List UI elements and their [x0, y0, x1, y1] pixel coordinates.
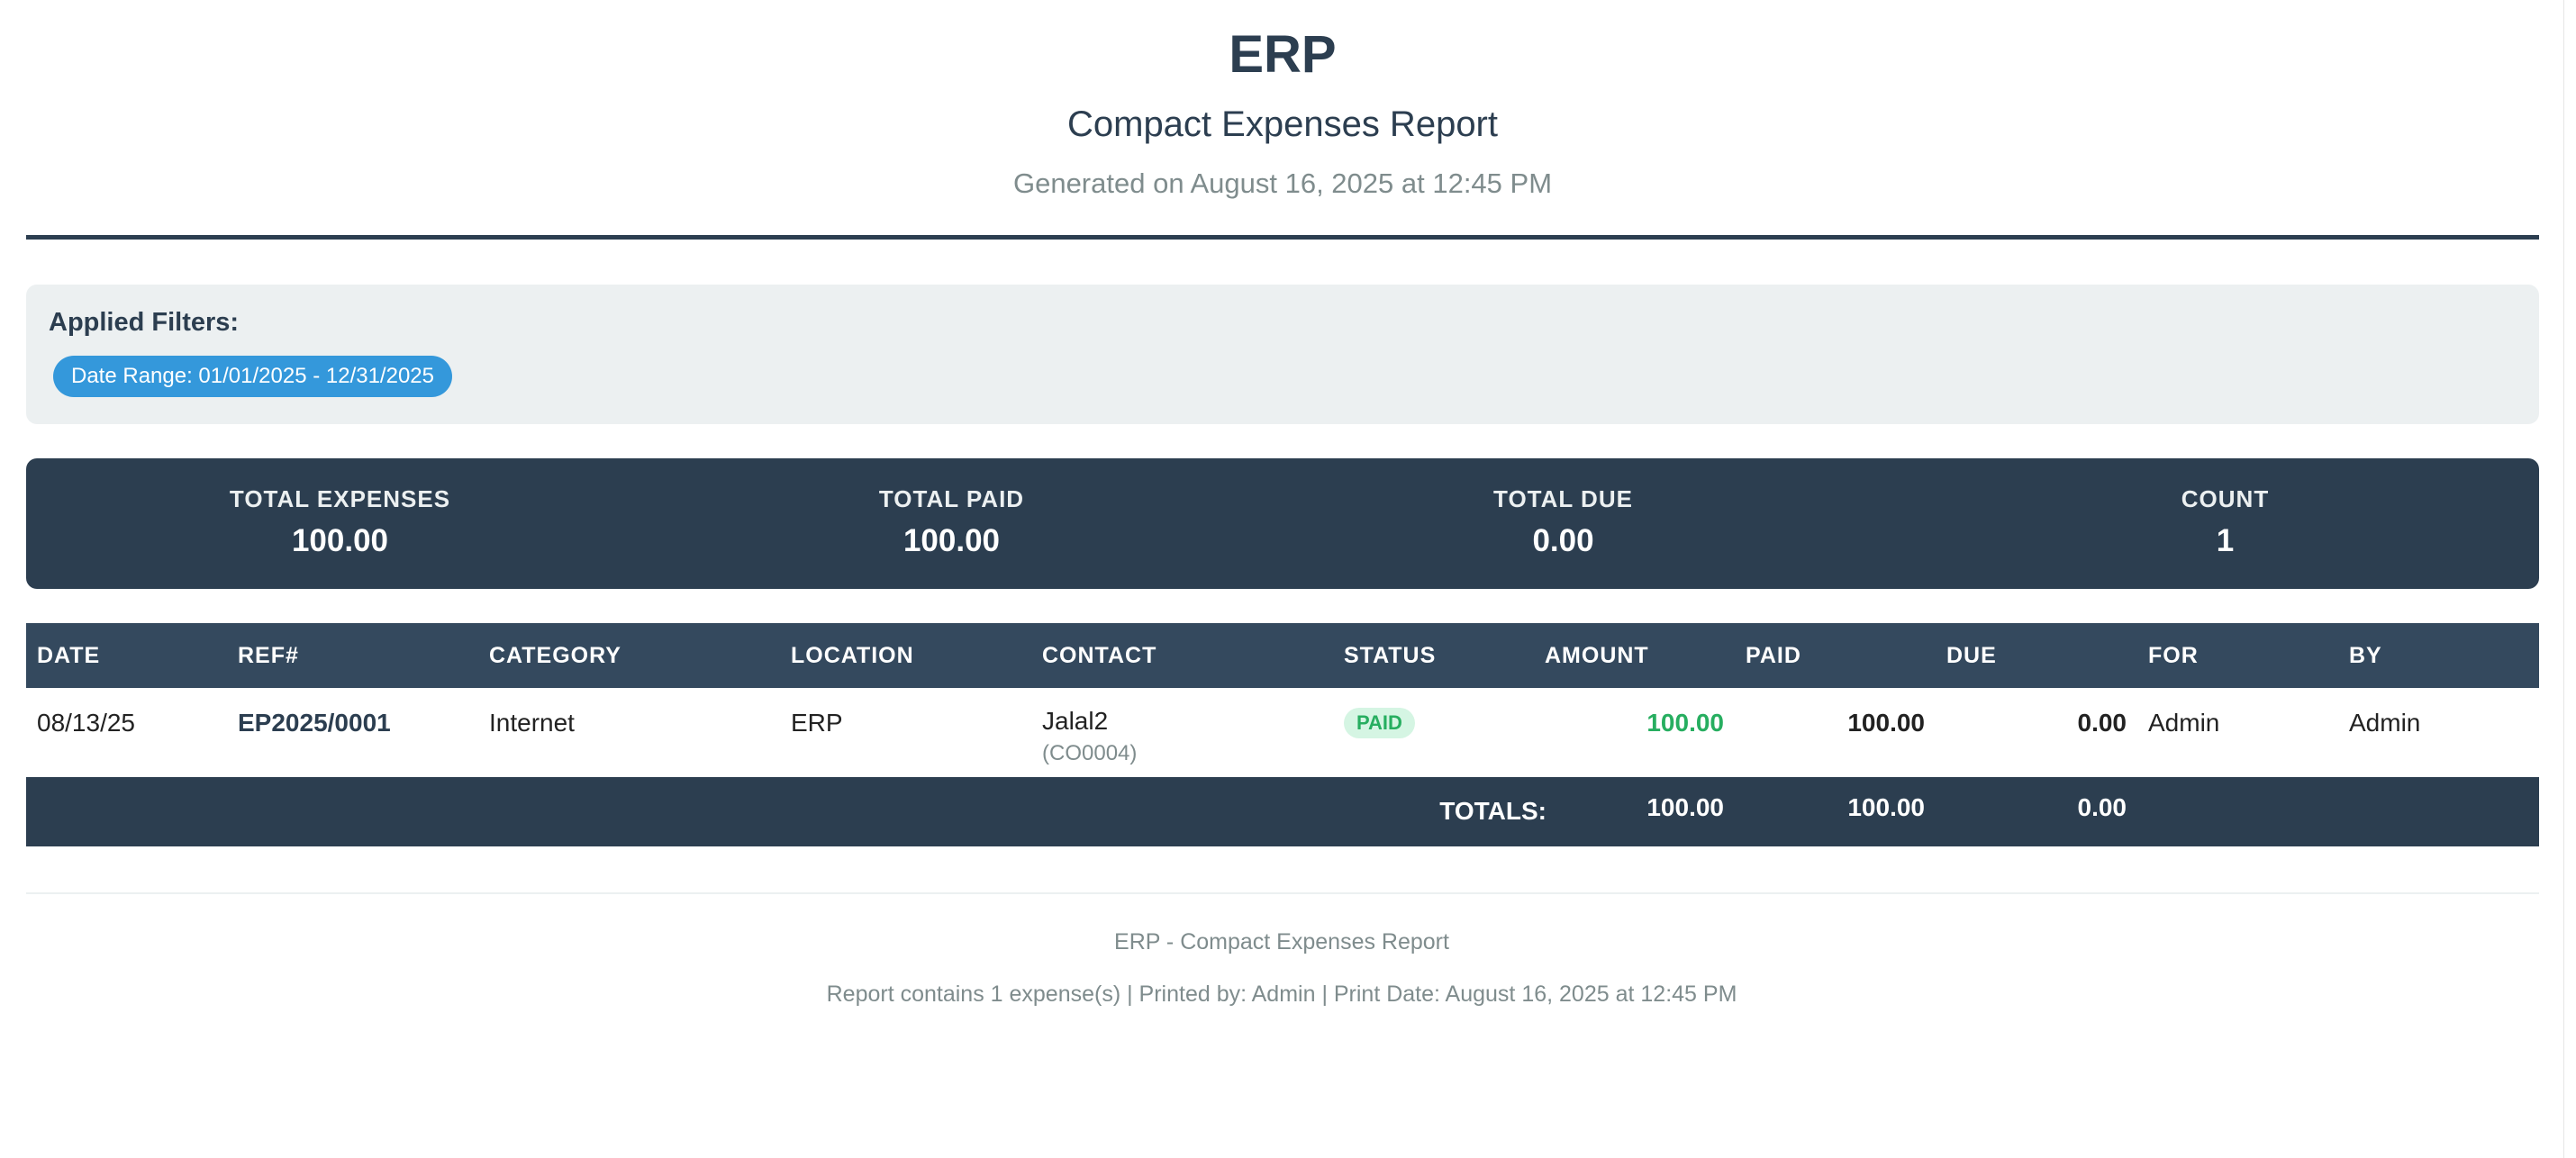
cell-paid: 100.00 — [1847, 709, 1925, 737]
column-header-date: DATE — [37, 643, 101, 668]
cell-ref: EP2025/0001 — [238, 709, 391, 737]
summary-label: TOTAL EXPENSES — [229, 485, 451, 512]
summary-value: 0.00 — [1532, 523, 1594, 558]
table-row: 08/13/25 EP2025/0001 Internet ERP Jalal2… — [26, 688, 2539, 777]
summary-label: TOTAL DUE — [1493, 485, 1633, 512]
totals-due: 0.00 — [2077, 793, 2127, 821]
cell-status: PAID — [1344, 703, 1415, 738]
company-name: ERP — [1229, 25, 1337, 84]
generated-timestamp: Generated on August 16, 2025 at 12:45 PM — [1012, 167, 1553, 199]
column-header-location: LOCATION — [791, 643, 914, 668]
summary-value: 100.00 — [903, 523, 1001, 558]
column-header-due: DUE — [1946, 643, 1997, 668]
report-title: Compact Expenses Report — [1066, 104, 1498, 144]
cell-due: 0.00 — [2077, 709, 2127, 737]
filter-chip-date-range: Date Range: 01/01/2025 - 12/31/2025 — [53, 356, 452, 397]
status-badge: PAID — [1344, 708, 1415, 738]
column-header-by: BY — [2349, 643, 2382, 668]
summary-label: COUNT — [2181, 485, 2270, 512]
totals-label: TOTALS: — [1350, 797, 1547, 826]
table-header-row: DATE REF# CATEGORY LOCATION CONTACT STAT… — [26, 623, 2539, 688]
vertical-scrollbar[interactable] — [2563, 0, 2576, 1158]
summary-count: COUNT 1 — [1911, 458, 2539, 589]
cell-contact: Jalal2 (CO0004) — [1042, 706, 1137, 769]
expenses-table: DATE REF# CATEGORY LOCATION CONTACT STAT… — [26, 623, 2539, 846]
cell-location: ERP — [791, 709, 843, 737]
footer-divider — [26, 892, 2539, 894]
applied-filters-panel — [26, 285, 2539, 424]
summary-total-paid: TOTAL PAID 100.00 — [638, 458, 1265, 589]
column-header-contact: CONTACT — [1042, 643, 1157, 668]
summary-bar: TOTAL EXPENSES 100.00 TOTAL PAID 100.00 … — [26, 458, 2539, 589]
totals-paid: 100.00 — [1847, 793, 1925, 821]
cell-for: Admin — [2148, 709, 2220, 737]
cell-category: Internet — [489, 709, 575, 737]
summary-label: TOTAL PAID — [878, 485, 1025, 512]
footer-title: ERP - Compact Expenses Report — [1114, 929, 1449, 954]
summary-total-expenses: TOTAL EXPENSES 100.00 — [26, 458, 654, 589]
column-header-category: CATEGORY — [489, 643, 621, 668]
summary-total-due: TOTAL DUE 0.00 — [1249, 458, 1877, 589]
cell-by: Admin — [2349, 709, 2421, 737]
column-header-amount: AMOUNT — [1545, 643, 1649, 668]
contact-code: (CO0004) — [1042, 741, 1138, 765]
contact-name: Jalal2 — [1042, 707, 1109, 735]
applied-filters-label: Applied Filters: — [49, 308, 240, 337]
summary-value: 1 — [2216, 523, 2235, 558]
column-header-ref: REF# — [238, 643, 299, 668]
footer-print-info: Report contains 1 expense(s) | Printed b… — [826, 982, 1737, 1007]
summary-value: 100.00 — [291, 523, 389, 558]
totals-label-text: TOTALS: — [1439, 797, 1547, 825]
cell-date: 08/13/25 — [37, 709, 135, 737]
totals-amount: 100.00 — [1646, 793, 1724, 821]
report-header: ERP Compact Expenses Report Generated on… — [26, 0, 2539, 240]
table-totals-row: TOTALS: 100.00 100.00 0.00 — [26, 777, 2539, 846]
column-header-paid: PAID — [1746, 643, 1801, 668]
column-header-status: STATUS — [1344, 643, 1437, 668]
column-header-for: FOR — [2148, 643, 2199, 668]
cell-amount: 100.00 — [1646, 709, 1724, 737]
